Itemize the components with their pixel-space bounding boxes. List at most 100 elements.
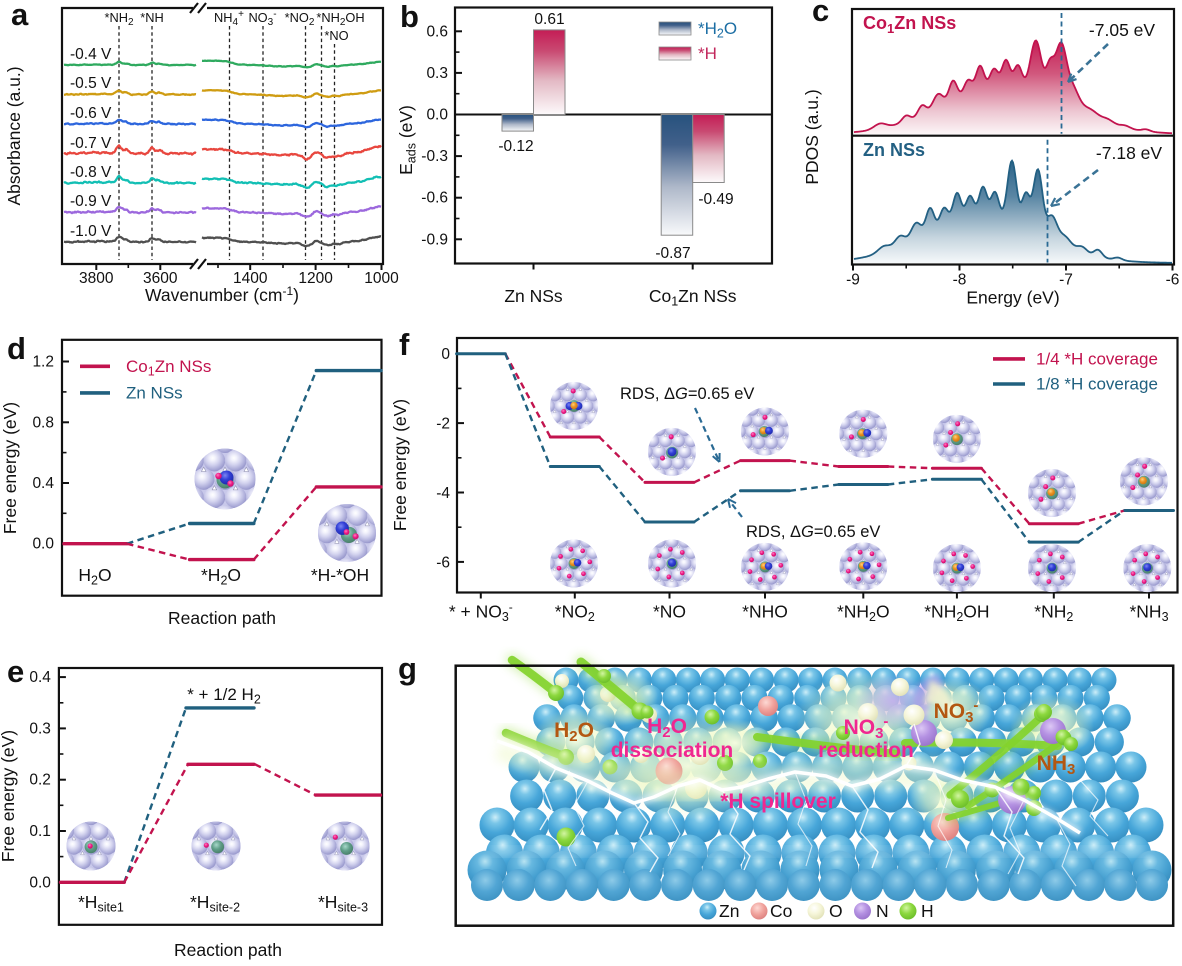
svg-text:e: e: [7, 654, 24, 689]
svg-text:Free energy (eV): Free energy (eV): [0, 730, 18, 862]
svg-text:N: N: [876, 901, 889, 921]
svg-text:-0.5 V: -0.5 V: [70, 75, 112, 92]
svg-text:-4: -4: [436, 485, 450, 502]
svg-text:-2: -2: [436, 416, 450, 433]
svg-text:* + NO3-: * + NO3-: [449, 600, 513, 624]
svg-text:*Hsite1: *Hsite1: [78, 892, 124, 915]
svg-text:0.61: 0.61: [534, 11, 564, 28]
svg-text:Co1Zn NSs: Co1Zn NSs: [649, 286, 737, 309]
svg-text:Zn NSs: Zn NSs: [863, 140, 925, 160]
svg-text:PDOS (a.u.): PDOS (a.u.): [802, 89, 822, 184]
svg-text:a: a: [11, 0, 29, 32]
svg-text:1000: 1000: [364, 270, 399, 287]
svg-text:Zn NSs: Zn NSs: [504, 286, 563, 306]
svg-text:*NHO: *NHO: [742, 602, 788, 622]
svg-text:Reaction path: Reaction path: [174, 940, 282, 960]
svg-text:*NH2: *NH2: [104, 10, 133, 28]
svg-text:*NO: *NO: [324, 28, 348, 43]
svg-text:Absorbance (a.u.): Absorbance (a.u.): [4, 66, 24, 205]
svg-text:*NH2: *NH2: [1034, 602, 1073, 625]
svg-text:1400: 1400: [233, 270, 268, 287]
svg-text:*NO2: *NO2: [555, 602, 595, 625]
svg-text:dissociation: dissociation: [611, 739, 734, 762]
svg-text:-0.87: -0.87: [655, 245, 690, 262]
svg-text:NO3-: NO3-: [844, 713, 889, 742]
svg-text:c: c: [812, 0, 829, 28]
svg-text:*NO: *NO: [653, 602, 686, 622]
svg-text:-0.4 V: -0.4 V: [70, 46, 112, 63]
svg-text:*NH3: *NH3: [1129, 602, 1168, 625]
svg-text:*H-*OH: *H-*OH: [311, 565, 369, 585]
svg-text:-0.3: -0.3: [421, 148, 448, 165]
svg-text:0.8: 0.8: [32, 414, 54, 431]
svg-text:*NH: *NH: [140, 10, 163, 25]
svg-text:0.0: 0.0: [29, 874, 51, 891]
svg-text:g: g: [398, 651, 417, 686]
svg-text:d: d: [7, 331, 26, 366]
svg-text:O: O: [829, 901, 843, 921]
svg-text:0.4: 0.4: [29, 669, 51, 686]
svg-text:-8: -8: [953, 272, 967, 289]
svg-text:0.1: 0.1: [29, 823, 51, 840]
svg-text:*Hsite-3: *Hsite-3: [318, 892, 368, 915]
svg-text:Zn NSs: Zn NSs: [126, 384, 183, 403]
svg-text:*H2O: *H2O: [698, 19, 737, 41]
svg-text:-6: -6: [1166, 272, 1180, 289]
svg-text:1.2: 1.2: [32, 354, 54, 371]
svg-text:1/8 *H coverage: 1/8 *H coverage: [1036, 375, 1158, 394]
svg-text:-0.12: -0.12: [498, 138, 533, 155]
svg-text:Co1Zn NSs: Co1Zn NSs: [863, 13, 956, 36]
svg-text:b: b: [400, 0, 419, 34]
svg-text:*H: *H: [698, 44, 717, 63]
svg-text:*NH2OH: *NH2OH: [316, 10, 364, 28]
svg-text:-6: -6: [436, 554, 450, 571]
svg-text:* + 1/2 H2: * + 1/2 H2: [187, 685, 261, 707]
svg-text:0.6: 0.6: [426, 23, 448, 40]
svg-text:*H2O: *H2O: [201, 565, 241, 588]
svg-text:*NO2: *NO2: [285, 10, 315, 28]
svg-text:NO3-: NO3-: [248, 9, 276, 28]
svg-text:*NH2O: *NH2O: [837, 602, 890, 625]
svg-text:Eads (eV): Eads (eV): [396, 105, 419, 175]
svg-text:-7.05 eV: -7.05 eV: [1089, 20, 1155, 40]
svg-text:-7.18 eV: -7.18 eV: [1096, 143, 1162, 163]
svg-text:NH4+: NH4+: [214, 9, 244, 28]
svg-text:0: 0: [441, 346, 450, 363]
svg-text:RDS, ΔG=0.65 eV: RDS, ΔG=0.65 eV: [746, 523, 880, 541]
svg-text:Co1Zn NSs: Co1Zn NSs: [126, 357, 211, 379]
svg-text:*Hsite-2: *Hsite-2: [190, 892, 240, 915]
svg-text:Energy (eV): Energy (eV): [966, 288, 1059, 308]
svg-text:3800: 3800: [79, 270, 114, 287]
svg-text:0.0: 0.0: [426, 107, 448, 124]
svg-text:Free energy (eV): Free energy (eV): [0, 402, 20, 534]
svg-text:-0.9 V: -0.9 V: [70, 193, 112, 210]
svg-text:Wavenumber (cm-1): Wavenumber (cm-1): [145, 284, 299, 305]
svg-text:-0.9: -0.9: [421, 231, 448, 248]
svg-text:-0.49: -0.49: [698, 191, 733, 208]
svg-text:H2O: H2O: [78, 565, 111, 588]
svg-text:Co: Co: [770, 901, 792, 921]
svg-text:1200: 1200: [298, 270, 333, 287]
svg-text:0.0: 0.0: [32, 536, 54, 553]
svg-text:*NH2OH: *NH2OH: [924, 602, 989, 625]
svg-text:f: f: [399, 327, 410, 362]
svg-text:-1.0 V: -1.0 V: [70, 223, 112, 240]
svg-text:H: H: [921, 901, 934, 921]
svg-text:0.2: 0.2: [29, 772, 51, 789]
svg-text:-9: -9: [846, 272, 860, 289]
svg-text:0.3: 0.3: [426, 65, 448, 82]
svg-text:reduction: reduction: [818, 739, 914, 762]
svg-text:RDS, ΔG=0.65 eV: RDS, ΔG=0.65 eV: [620, 385, 754, 403]
svg-text:0.4: 0.4: [32, 475, 54, 492]
svg-text:-0.8 V: -0.8 V: [70, 164, 112, 181]
svg-text:1/4 *H coverage: 1/4 *H coverage: [1036, 350, 1158, 369]
svg-text:Reaction path: Reaction path: [168, 608, 276, 628]
svg-text:-7: -7: [1059, 272, 1073, 289]
svg-text:Free energy (eV): Free energy (eV): [390, 399, 410, 531]
svg-text:-0.6: -0.6: [421, 190, 448, 207]
svg-text:*H spillover: *H spillover: [720, 790, 836, 813]
svg-text:0.3: 0.3: [29, 720, 51, 737]
svg-text:3600: 3600: [143, 270, 178, 287]
svg-text:-0.6 V: -0.6 V: [70, 105, 112, 122]
svg-text:Zn: Zn: [719, 901, 739, 921]
